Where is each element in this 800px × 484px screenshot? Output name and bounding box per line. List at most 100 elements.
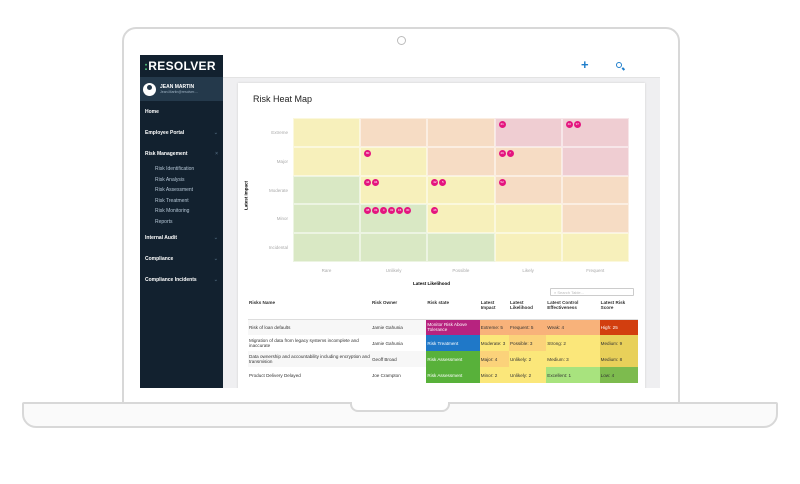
risk-bubble[interactable]: 80 [364, 149, 372, 157]
x-axis-label: Latest Likelihood [413, 281, 451, 286]
y-axis-label: Latest Impact [243, 181, 249, 211]
risk-bubble[interactable]: 42 [431, 178, 439, 186]
table-cell: Moderate: 3 [479, 335, 509, 351]
column-header[interactable]: Risk Owner [370, 298, 427, 320]
table-cell: Unlikely: 2 [508, 351, 547, 367]
sidebar-item-compliance[interactable]: Compliance ⌄ [145, 255, 218, 262]
risk-table: Risks Name Risk Owner Risk state Latest Imp… [248, 298, 638, 383]
sidebar-subitem-risk-identification[interactable]: Risk Identification [155, 166, 195, 172]
heat-map-cell [360, 118, 428, 147]
sidebar-item-internal-audit[interactable]: Internal Audit ⌄ [145, 234, 218, 241]
sidebar-subitem-reports[interactable]: Reports [155, 218, 173, 225]
risk-bubble[interactable]: 7 [506, 149, 514, 157]
table-row[interactable]: Product Delivery Delayed Joe Crampton Risk… [248, 367, 638, 383]
y-tick-label: Minor [276, 216, 288, 222]
column-header[interactable]: Risk state [426, 298, 480, 320]
heat-map-cell [293, 118, 361, 147]
user-profile[interactable]: JEAN MARTIN Jean.Martin@resolver.... [140, 77, 223, 101]
table-cell: Major: 4 [479, 351, 509, 367]
x-tick-label: Likely [522, 268, 534, 273]
risk-bubble[interactable]: 37 [573, 121, 581, 128]
table-row[interactable]: Risk of loan defaults Jamie Gahunia Monito… [248, 319, 638, 335]
risk-bubble[interactable]: 52 [498, 178, 506, 186]
risk-bubble[interactable]: 5 [439, 178, 447, 186]
sidebar-item-risk-management[interactable]: Risk Management × [145, 150, 218, 157]
heat-map-cell [427, 118, 495, 147]
y-tick-label: Major [276, 158, 288, 164]
user-email: Jean.Martin@resolver.... [160, 90, 198, 94]
table-cell: Risk Assessment [426, 367, 480, 383]
heat-map-cell [561, 204, 629, 234]
heat-map-cell: 44 34 [360, 175, 428, 205]
table-row[interactable]: Data ownership and accountability includ… [248, 351, 638, 367]
heat-map-cell [561, 175, 629, 205]
column-header[interactable]: Risks Name [248, 298, 371, 320]
risk-bubble[interactable]: 33 [372, 207, 380, 215]
risk-bubble[interactable]: 41 [498, 121, 506, 128]
column-header[interactable]: Latest Control Effectiveness [546, 298, 600, 320]
search-icon: ⌕ [554, 290, 558, 295]
column-header[interactable]: Latest Risk Score [599, 298, 638, 320]
table-cell: Jamie Gahunia [371, 340, 403, 346]
risk-bubble[interactable]: 44 [364, 178, 372, 186]
heat-map-cell [427, 233, 495, 262]
risk-bubble[interactable]: 4 [380, 207, 388, 215]
risk-bubble[interactable]: 30 [404, 207, 412, 215]
user-name: JEAN MARTIN [160, 84, 195, 90]
heat-map-cell [293, 233, 361, 262]
column-header[interactable]: Latest Impact [479, 298, 509, 320]
close-icon: × [215, 150, 218, 157]
heat-map-cell: 49 7 [494, 146, 562, 176]
logo[interactable]: :RESOLVER [144, 59, 216, 73]
sidebar-subitem-risk-monitoring[interactable]: Risk Monitoring [155, 208, 190, 214]
heat-map-cell [293, 204, 361, 234]
heat-map-cell [494, 204, 562, 234]
table-cell: Joe Crampton [371, 372, 401, 378]
app-screen: :RESOLVER JEAN MARTIN Jean.Martin@resolve… [140, 55, 660, 388]
table-cell: Weak: 4 [546, 319, 600, 335]
table-cell: Medium: 8 [599, 351, 638, 367]
chevron-down-icon: ⌄ [213, 276, 218, 283]
y-tick-label: Incidental [268, 245, 288, 251]
sidebar-item-home[interactable]: Home [145, 108, 159, 115]
heat-map-cell [427, 146, 495, 176]
laptop-notch [350, 402, 450, 412]
column-header[interactable]: Latest Likelihood [508, 298, 547, 320]
add-button[interactable]: + [581, 57, 589, 72]
heat-map-cell: 40 37 [561, 118, 629, 147]
camera-icon [397, 36, 406, 45]
chevron-down-icon: ⌄ [213, 255, 218, 262]
heat-map-cell: 38 33 4 32 15 30 [360, 204, 428, 234]
search-icon[interactable] [616, 62, 622, 68]
table-cell: Medium: 9 [599, 335, 638, 351]
table-cell: Risk Assessment [426, 351, 480, 367]
risk-bubble[interactable]: 34 [372, 178, 380, 186]
risk-bubble[interactable]: 49 [498, 149, 506, 157]
table-cell: Monitor Risk Above Tolerance [426, 319, 480, 335]
table-cell: Extreme: 5 [479, 319, 509, 335]
table-cell: Possible: 3 [508, 335, 547, 351]
heat-map-cell: 52 [494, 175, 562, 205]
table-row[interactable]: Migration of data from legacy systems in… [248, 335, 638, 351]
sidebar-subitem-risk-assessment[interactable]: Risk Assessment [155, 187, 194, 193]
sidebar-item-employee-portal[interactable]: Employee Portal ⌄ [145, 129, 218, 136]
y-tick-label: Moderate [268, 187, 288, 193]
sidebar-item-compliance-incidents[interactable]: Compliance Incidents ⌄ [145, 276, 218, 283]
risk-bubble[interactable]: 38 [364, 207, 372, 215]
table-cell: Migration of data from legacy systems in… [249, 338, 359, 348]
table-cell: Product Delivery Delayed [249, 372, 301, 378]
risk-bubble[interactable]: 15 [396, 207, 404, 215]
x-tick-label: Unlikely [385, 268, 402, 273]
risk-bubble[interactable]: 32 [388, 207, 396, 215]
heat-map-cell: 41 [494, 118, 562, 147]
sidebar-subitem-risk-treatment[interactable]: Risk Treatment [155, 197, 189, 204]
table-cell: Medium: 3 [546, 351, 600, 367]
chevron-down-icon: ⌄ [213, 234, 218, 241]
heat-map-cell [293, 146, 361, 176]
sidebar-subitem-risk-analysis[interactable]: Risk Analysis [155, 176, 185, 183]
heat-map-cell [360, 233, 428, 262]
risk-bubble[interactable]: 46 [431, 207, 439, 215]
table-search-input[interactable]: ⌕ Search Table... [550, 288, 634, 296]
x-tick-label: Possible [452, 268, 470, 273]
risk-bubble[interactable]: 40 [565, 121, 573, 128]
